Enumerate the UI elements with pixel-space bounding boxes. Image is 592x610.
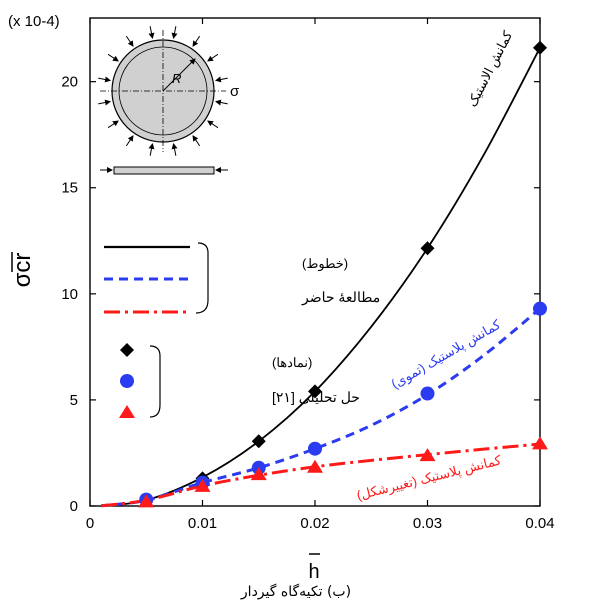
marker-diamond: [533, 40, 547, 55]
legend-lines-title: (خطوط): [302, 256, 348, 272]
cylinder-side-view: [113, 166, 215, 175]
y-axis-label-group: σcr: [9, 252, 36, 287]
marker-triangle: [138, 494, 155, 508]
stress-symbol: σ: [230, 83, 240, 100]
y-axis-label: σcr: [9, 253, 36, 288]
radius-label: R: [172, 71, 181, 86]
pressure-arrow: [214, 99, 228, 106]
legend-markers-title: (نمادها): [272, 355, 312, 370]
marker-triangle: [532, 436, 548, 450]
legend-lines-label: مطالعهٔ حاضر: [301, 289, 380, 306]
marker-diamond: [251, 434, 266, 449]
x-tick-label: 0.01: [188, 515, 217, 532]
legend-lines: (خطوط) مطالعهٔ حاضر: [104, 242, 380, 314]
x-axis-label: h: [308, 561, 319, 583]
pressure-arrow: [98, 99, 112, 106]
y-multiplier-label: (x 10-4): [8, 13, 60, 30]
y-tick-label: 20: [61, 74, 78, 91]
cylinder-inset: R σ: [98, 26, 240, 175]
series-line-solid: [101, 47, 541, 507]
legend-markers-label: حل تحلیلی [۲۱]: [272, 389, 360, 405]
pressure-arrow: [192, 35, 201, 47]
annotation-elastic: کمانش الاستیک: [464, 28, 516, 110]
x-tick-label: 0.02: [300, 515, 329, 532]
radius-arrow: [162, 58, 196, 92]
x-tick-label: 0.03: [413, 515, 442, 532]
pressure-arrow: [98, 76, 112, 83]
legend-triangle: [119, 405, 135, 418]
figure-caption: (ب) تکیه‌گاه گیردار: [240, 584, 352, 600]
pressure-arrow: [107, 53, 119, 62]
pressure-arrows: [98, 26, 228, 156]
x-tick-label: 0.04: [525, 515, 554, 532]
marker-diamond: [308, 384, 322, 399]
marker-circle: [533, 301, 547, 316]
marker-triangle: [194, 478, 211, 492]
legend-diamond: [120, 343, 134, 357]
annotation-plastic-flow: کمانش پلاستیک (تموی): [389, 316, 505, 392]
y-tick-label: 10: [61, 286, 78, 303]
legend-markers: (نمادها) حل تحلیلی [۲۱]: [119, 343, 360, 418]
marker-diamond: [420, 241, 435, 256]
y-tick-label: 5: [70, 392, 78, 409]
legend-circle: [120, 374, 134, 388]
pressure-arrow: [171, 142, 178, 156]
x-axis-label-group: h: [308, 553, 320, 583]
axis-ticks: 0 0.01 0.02 0.03 0.04 0 5 10 15 20: [61, 18, 555, 532]
x-tick-label: 0: [86, 515, 94, 532]
marker-triangle: [307, 459, 323, 473]
y-tick-label: 15: [61, 180, 78, 197]
series-line-dashdot: [101, 442, 541, 508]
pressure-arrow: [107, 120, 119, 129]
y-tick-label: 0: [70, 498, 78, 515]
pressure-arrow: [125, 35, 134, 47]
marker-circle: [308, 441, 322, 456]
pressure-arrow: [214, 76, 228, 83]
legend-markers-bracket: [149, 345, 161, 418]
pressure-arrow: [148, 142, 155, 156]
pressure-arrow: [207, 53, 219, 62]
pressure-arrow: [125, 135, 134, 147]
legend-lines-bracket: [195, 242, 209, 314]
pressure-arrow: [171, 26, 178, 40]
pressure-arrow: [207, 120, 219, 129]
pressure-arrow: [192, 135, 201, 147]
data-markers: [138, 40, 548, 508]
marker-triangle: [250, 467, 267, 481]
marker-circle: [420, 386, 435, 401]
marker-triangle: [419, 448, 436, 462]
pressure-arrow: [148, 26, 155, 40]
